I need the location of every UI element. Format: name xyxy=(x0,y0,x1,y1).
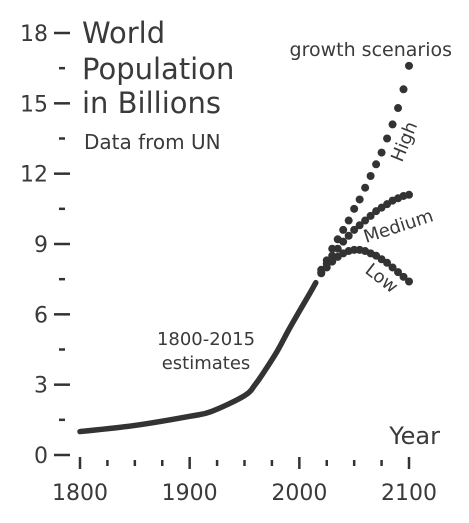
y-tick-label: 12 xyxy=(20,163,48,188)
series-point-medium xyxy=(355,221,364,230)
chart-title-line-3: in Billions xyxy=(82,86,221,120)
chart-subtitle: Data from UN xyxy=(84,130,221,154)
series-point-high xyxy=(350,204,359,213)
series-point-high xyxy=(383,134,392,143)
series-point-medium xyxy=(405,190,413,199)
x-tick-label: 2000 xyxy=(271,481,327,506)
series-point-high xyxy=(361,183,370,192)
series-point-high xyxy=(405,61,413,70)
series-point-low xyxy=(383,258,392,267)
series-point-low xyxy=(317,269,326,278)
series-point-low xyxy=(328,257,337,266)
series-point-medium xyxy=(344,231,353,240)
series-point-medium xyxy=(333,244,342,253)
series-point-medium xyxy=(366,211,375,220)
series-point-high xyxy=(344,216,353,225)
y-tick-label: 6 xyxy=(34,303,48,328)
chart-title-line-1: World xyxy=(82,16,165,50)
x-tick-label: 2100 xyxy=(381,481,437,506)
y-tick-label: 15 xyxy=(20,92,48,117)
x-axis-label: Year xyxy=(388,422,440,450)
x-tick-label: 1800 xyxy=(52,481,108,506)
y-tick-label: 3 xyxy=(34,374,48,399)
chart-marks xyxy=(77,61,413,435)
series-point-high xyxy=(372,160,381,169)
series-point-high xyxy=(355,195,364,204)
series-point-high xyxy=(377,148,386,157)
estimates-label-line-2: estimates xyxy=(162,353,251,374)
series-point-low xyxy=(394,268,403,277)
series-point-high xyxy=(328,244,337,253)
series-point-low xyxy=(405,277,413,286)
chart-title-line-2: Population xyxy=(82,52,234,86)
y-tick-label: 0 xyxy=(34,444,48,469)
estimates-line xyxy=(77,279,319,435)
series-point-medium xyxy=(339,237,348,246)
series-point-high xyxy=(394,104,403,113)
series-point-medium xyxy=(361,216,370,225)
series-point-low xyxy=(399,272,408,281)
series-point-low xyxy=(388,263,397,272)
series-point-high xyxy=(339,225,348,234)
series-point-high xyxy=(388,120,397,129)
series-point-low xyxy=(322,263,331,272)
x-tick-label: 1900 xyxy=(162,481,218,506)
y-tick-label: 9 xyxy=(34,233,48,258)
series-point-low xyxy=(350,245,359,254)
axes: 0 3 6 9 12 15 18 1800 1900 2000 2100 xyxy=(20,22,437,506)
y-tick-label: 18 xyxy=(20,22,48,47)
series-point-high xyxy=(366,172,375,181)
estimates-label-line-1: 1800-2015 xyxy=(157,329,255,350)
scenarios-label: growth scenarios xyxy=(290,39,452,61)
series-point-medium xyxy=(350,225,359,234)
series-point-high xyxy=(399,85,408,94)
